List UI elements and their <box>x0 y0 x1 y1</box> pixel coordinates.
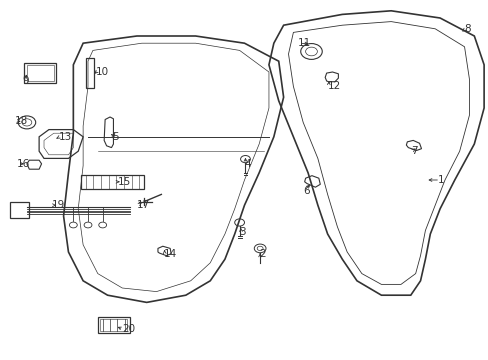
Text: 12: 12 <box>327 81 340 91</box>
Text: 20: 20 <box>122 324 135 334</box>
Text: 16: 16 <box>17 159 30 169</box>
Text: 14: 14 <box>163 249 177 259</box>
Text: 10: 10 <box>95 67 108 77</box>
Text: 19: 19 <box>51 200 64 210</box>
Text: 2: 2 <box>259 249 265 259</box>
Text: 15: 15 <box>117 177 130 187</box>
Text: 17: 17 <box>137 200 150 210</box>
Text: 7: 7 <box>410 146 417 156</box>
Text: 3: 3 <box>239 227 246 237</box>
Text: 9: 9 <box>22 76 29 86</box>
Text: 5: 5 <box>112 132 119 142</box>
Text: 18: 18 <box>15 116 28 126</box>
Text: 1: 1 <box>437 175 444 185</box>
Text: 8: 8 <box>464 24 470 34</box>
Text: 6: 6 <box>303 186 309 196</box>
Text: 4: 4 <box>244 159 251 169</box>
Text: 13: 13 <box>59 132 72 142</box>
Text: 11: 11 <box>298 38 311 48</box>
